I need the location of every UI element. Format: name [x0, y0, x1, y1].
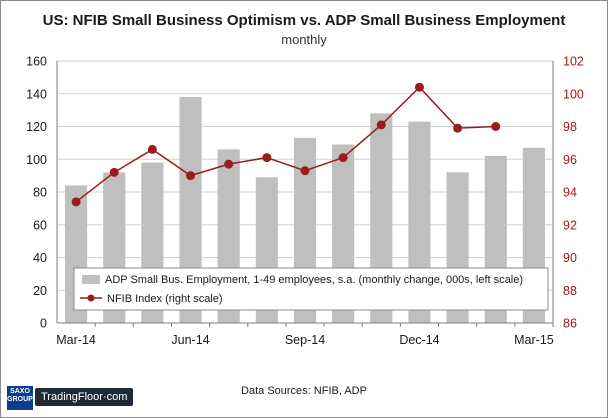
- legend-bar-label: ADP Small Bus. Employment, 1-49 employee…: [105, 274, 523, 286]
- nfib-point: [147, 144, 157, 154]
- nfib-point: [71, 197, 81, 207]
- right-tick-label: 92: [563, 218, 577, 232]
- left-tick-label: 20: [33, 284, 47, 298]
- right-tick-label: 96: [563, 153, 577, 167]
- nfib-point: [262, 153, 272, 163]
- data-sources: Data Sources: NFIB, ADP: [241, 385, 367, 397]
- nfib-point: [109, 167, 119, 177]
- left-tick-label: 0: [40, 317, 47, 331]
- tradingfloor-logo: TradingFloor·com: [35, 388, 134, 406]
- left-tick-label: 160: [26, 55, 47, 69]
- nfib-point: [338, 153, 348, 163]
- x-tick-label: Mar-15: [514, 333, 554, 347]
- axes: 0 20 40 60 80 100 120 140 160 86 88 90 92 94 96 98 100 10…: [26, 55, 584, 348]
- x-tick-label: Mar-14: [56, 333, 96, 347]
- legend-box: [73, 267, 549, 311]
- legend-line-label: NFIB Index (right scale): [107, 293, 223, 305]
- right-tick-label: 100: [563, 87, 584, 101]
- bar: [179, 97, 202, 324]
- nfib-line: [75, 86, 496, 203]
- x-tick-label: Dec-14: [399, 333, 439, 347]
- nfib-point: [453, 123, 463, 133]
- left-tick-label: 40: [33, 251, 47, 265]
- nfib-point: [414, 82, 424, 92]
- legend-line-marker: [87, 294, 95, 302]
- line-series: [71, 82, 501, 207]
- right-tick-label: 98: [563, 120, 577, 134]
- right-tick-label: 86: [563, 317, 577, 331]
- left-tick-label: 80: [33, 186, 47, 200]
- right-tick-label: 102: [563, 55, 584, 69]
- chart-subtitle: monthly: [281, 32, 327, 47]
- left-tick-label: 140: [26, 87, 47, 101]
- left-tick-label: 120: [26, 120, 47, 134]
- saxo-logo: SAXO GROUP: [7, 386, 33, 410]
- right-tick-label: 88: [563, 284, 577, 298]
- left-tick-label: 60: [33, 218, 47, 232]
- right-tick-label: 90: [563, 251, 577, 265]
- nfib-point: [186, 171, 196, 181]
- chart-title: US: NFIB Small Business Optimism vs. ADP…: [43, 12, 566, 29]
- nfib-point: [300, 166, 310, 176]
- left-tick-label: 100: [26, 153, 47, 167]
- legend-bar-swatch: [82, 275, 100, 284]
- x-tick-label: Sep-14: [285, 333, 325, 347]
- x-tick-label: Jun-14: [171, 333, 209, 347]
- nfib-point: [376, 120, 386, 130]
- right-tick-label: 94: [563, 186, 577, 200]
- nfib-point: [491, 122, 501, 131]
- legend: ADP Small Bus. Employment, 1-49 employee…: [73, 267, 549, 311]
- nfib-point: [224, 159, 234, 169]
